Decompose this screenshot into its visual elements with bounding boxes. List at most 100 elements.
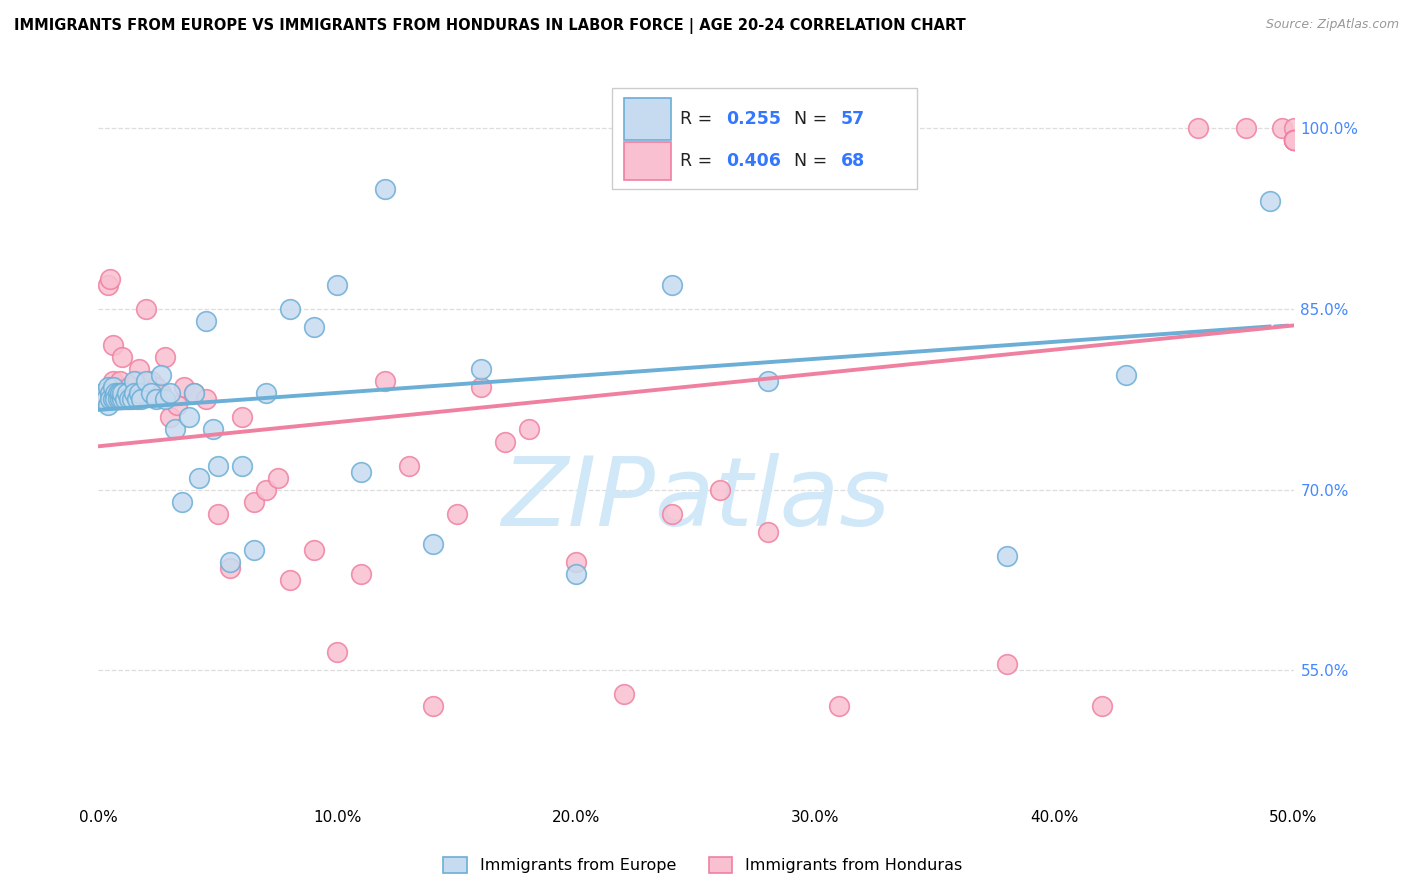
Point — [900, 808, 922, 822]
Point — [267, 471, 290, 485]
Point — [163, 423, 186, 437]
Point — [139, 375, 162, 389]
Point — [149, 386, 172, 401]
Text: 68: 68 — [841, 153, 865, 170]
Point — [302, 542, 325, 557]
Point — [159, 410, 181, 425]
Point — [128, 362, 150, 376]
Point — [231, 458, 253, 473]
Point — [125, 375, 148, 389]
Point — [1234, 121, 1257, 136]
Text: 0.406: 0.406 — [725, 153, 780, 170]
Text: N =: N = — [783, 111, 832, 128]
Point — [131, 392, 153, 407]
Point — [995, 549, 1018, 563]
FancyBboxPatch shape — [624, 98, 671, 140]
Point — [107, 386, 129, 401]
Point — [183, 386, 205, 401]
Point — [166, 398, 188, 412]
Point — [108, 375, 131, 389]
Text: R =: R = — [681, 111, 718, 128]
Point — [98, 392, 122, 407]
Legend: Immigrants from Europe, Immigrants from Honduras: Immigrants from Europe, Immigrants from … — [437, 850, 969, 880]
Point — [1187, 121, 1209, 136]
Point — [1282, 133, 1305, 147]
Point — [243, 495, 266, 509]
Point — [101, 338, 124, 352]
Point — [828, 699, 851, 714]
Point — [115, 392, 138, 407]
Point — [243, 542, 266, 557]
Point — [111, 392, 134, 407]
Text: 57: 57 — [841, 111, 865, 128]
Point — [1258, 194, 1281, 208]
Text: ZIPatlas: ZIPatlas — [502, 453, 890, 546]
Point — [97, 380, 120, 394]
Point — [173, 380, 195, 394]
Point — [101, 375, 124, 389]
Point — [446, 507, 468, 521]
FancyBboxPatch shape — [624, 142, 671, 180]
Point — [104, 380, 127, 394]
Point — [145, 392, 167, 407]
Point — [149, 368, 172, 383]
Point — [98, 386, 122, 401]
Point — [155, 350, 177, 364]
Point — [565, 555, 588, 569]
Point — [470, 362, 492, 376]
Point — [101, 392, 124, 407]
Point — [114, 386, 136, 401]
FancyBboxPatch shape — [613, 87, 917, 189]
Point — [374, 375, 396, 389]
Point — [128, 386, 150, 401]
Point — [131, 386, 153, 401]
Point — [254, 386, 277, 401]
Point — [374, 182, 396, 196]
Text: R =: R = — [681, 153, 718, 170]
Point — [422, 699, 444, 714]
Point — [115, 386, 138, 401]
Point — [1282, 133, 1305, 147]
Point — [470, 380, 492, 394]
Point — [1282, 133, 1305, 147]
Point — [1091, 699, 1114, 714]
Point — [104, 386, 127, 401]
Point — [97, 278, 120, 293]
Point — [326, 645, 349, 659]
Point — [326, 278, 349, 293]
Point — [350, 465, 373, 479]
Point — [111, 350, 134, 364]
Point — [91, 392, 114, 407]
Point — [118, 392, 141, 407]
Point — [111, 392, 134, 407]
Point — [1282, 121, 1305, 136]
Text: Source: ZipAtlas.com: Source: ZipAtlas.com — [1265, 18, 1399, 31]
Point — [107, 392, 129, 407]
Point — [124, 380, 146, 394]
Point — [219, 561, 242, 575]
Point — [494, 434, 516, 449]
Point — [101, 380, 124, 394]
Point — [187, 471, 209, 485]
Point — [118, 380, 141, 394]
Point — [108, 386, 131, 401]
Point — [398, 458, 420, 473]
Point — [613, 687, 636, 701]
Point — [202, 423, 225, 437]
Point — [183, 386, 205, 401]
Point — [207, 458, 229, 473]
Point — [111, 386, 134, 401]
Point — [278, 301, 301, 317]
Point — [995, 657, 1018, 672]
Point — [135, 375, 157, 389]
Text: 0.255: 0.255 — [725, 111, 780, 128]
Point — [108, 386, 131, 401]
Text: IMMIGRANTS FROM EUROPE VS IMMIGRANTS FROM HONDURAS IN LABOR FORCE | AGE 20-24 CO: IMMIGRANTS FROM EUROPE VS IMMIGRANTS FRO… — [14, 18, 966, 34]
Point — [107, 386, 129, 401]
Point — [876, 145, 898, 160]
Text: N =: N = — [783, 153, 832, 170]
Point — [207, 507, 229, 521]
Point — [179, 410, 201, 425]
Point — [114, 392, 136, 407]
Point — [139, 386, 162, 401]
